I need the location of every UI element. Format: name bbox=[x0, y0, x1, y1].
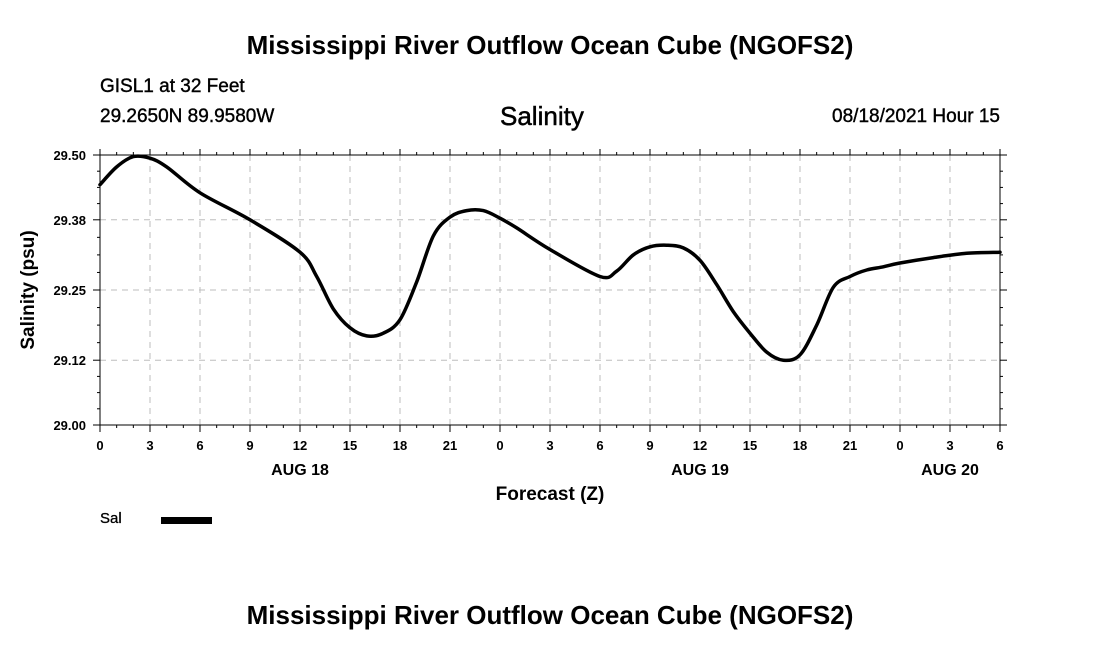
x-tick-label: 12 bbox=[293, 438, 307, 453]
y-axis-title: Salinity (psu) bbox=[18, 230, 39, 349]
x-tick-label: 12 bbox=[693, 438, 707, 453]
x-tick-label: 6 bbox=[596, 438, 603, 453]
x-tick-label: 3 bbox=[946, 438, 953, 453]
y-tick-label: 29.00 bbox=[53, 418, 86, 433]
series-line-sal bbox=[98, 154, 1002, 363]
x-tick-label: 15 bbox=[743, 438, 757, 453]
x-tick-label: 0 bbox=[496, 438, 503, 453]
x-axis-title: Forecast (Z) bbox=[496, 484, 605, 505]
x-tick-label: 21 bbox=[843, 438, 857, 453]
legend-label: Sal bbox=[100, 510, 122, 527]
date-label: AUG 20 bbox=[921, 462, 979, 479]
legend-line-swatch bbox=[161, 517, 212, 524]
chart-main-title: Mississippi River Outflow Ocean Cube (NG… bbox=[246, 30, 854, 60]
x-tick-label: 0 bbox=[96, 438, 103, 453]
y-tick-label: 29.25 bbox=[53, 283, 86, 298]
chart-footer-title: Mississippi River Outflow Ocean Cube (NG… bbox=[246, 600, 854, 630]
date-label: AUG 18 bbox=[271, 462, 329, 479]
date-label: AUG 19 bbox=[671, 462, 729, 479]
x-tick-label: 9 bbox=[246, 438, 253, 453]
chart-variable-title: Salinity bbox=[500, 101, 584, 132]
y-tick-label: 29.12 bbox=[53, 353, 86, 368]
x-tick-label: 18 bbox=[793, 438, 807, 453]
x-tick-label: 18 bbox=[393, 438, 407, 453]
x-tick-label: 3 bbox=[146, 438, 153, 453]
x-tick-label: 6 bbox=[196, 438, 203, 453]
station-coordinates: 29.2650N 89.9580W bbox=[100, 106, 275, 127]
forecast-datetime: 08/18/2021 Hour 15 bbox=[832, 106, 1000, 127]
x-tick-label: 6 bbox=[996, 438, 1003, 453]
x-tick-label: 15 bbox=[343, 438, 357, 453]
x-tick-label: 21 bbox=[443, 438, 457, 453]
x-tick-label: 0 bbox=[896, 438, 903, 453]
y-tick-label: 29.50 bbox=[53, 148, 86, 163]
y-tick-label: 29.38 bbox=[53, 213, 86, 228]
station-label: GISL1 at 32 Feet bbox=[100, 76, 245, 97]
x-tick-label: 3 bbox=[546, 438, 553, 453]
x-tick-label: 9 bbox=[646, 438, 653, 453]
